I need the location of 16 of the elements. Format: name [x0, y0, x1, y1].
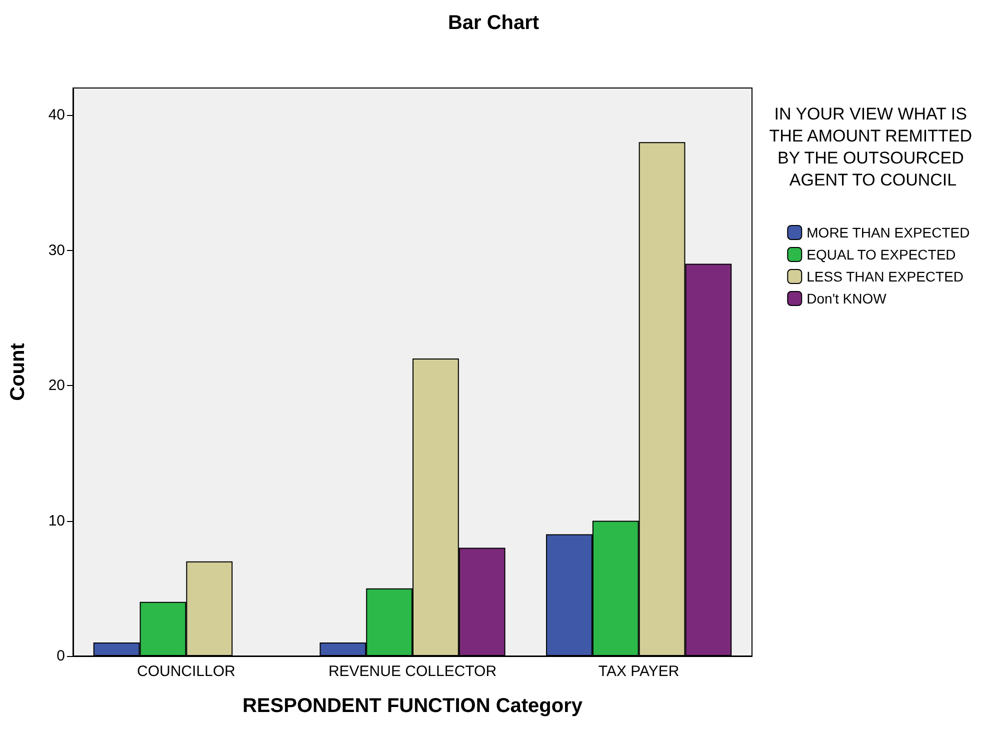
chart-title: Bar Chart [448, 12, 540, 34]
x-axis-title: RESPONDENT FUNCTION Category [242, 695, 584, 717]
x-tick-label: COUNCILLOR [136, 663, 236, 680]
legend-label: EQUAL TO EXPECTED [806, 246, 956, 262]
legend-title: IN YOUR VIEW WHAT IS THE AMOUNT REMITTED BY THE OUTSOURCED AGENT TO COUNCIL [769, 104, 977, 190]
y-tick-label: 30 [48, 242, 65, 259]
y-tick-label: 40 [48, 106, 65, 124]
x-tick-label: REVENUE COLLECTOR [328, 663, 497, 680]
legend-label: MORE THAN EXPECTED [806, 224, 970, 240]
x-tick-label: TAX PAYER [598, 663, 680, 680]
legend-label: LESS THAN EXPECTED [806, 268, 964, 284]
y-axis-title: Count [7, 342, 29, 401]
legend-label: Don't KNOW [806, 290, 888, 306]
y-tick-label: 0 [56, 648, 65, 664]
y-tick-label: 20 [48, 377, 65, 394]
y-tick-label: 10 [48, 512, 65, 530]
